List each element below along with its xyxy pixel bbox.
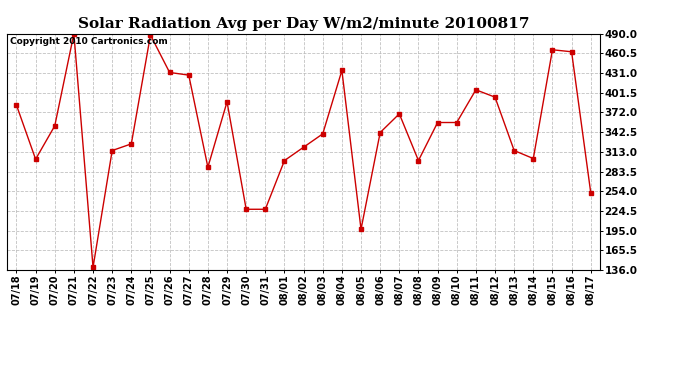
Title: Solar Radiation Avg per Day W/m2/minute 20100817: Solar Radiation Avg per Day W/m2/minute … [78,17,529,31]
Text: Copyright 2010 Cartronics.com: Copyright 2010 Cartronics.com [10,37,168,46]
